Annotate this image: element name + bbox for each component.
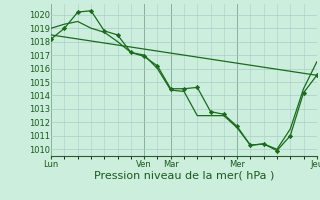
X-axis label: Pression niveau de la mer( hPa ): Pression niveau de la mer( hPa ) xyxy=(94,171,274,181)
